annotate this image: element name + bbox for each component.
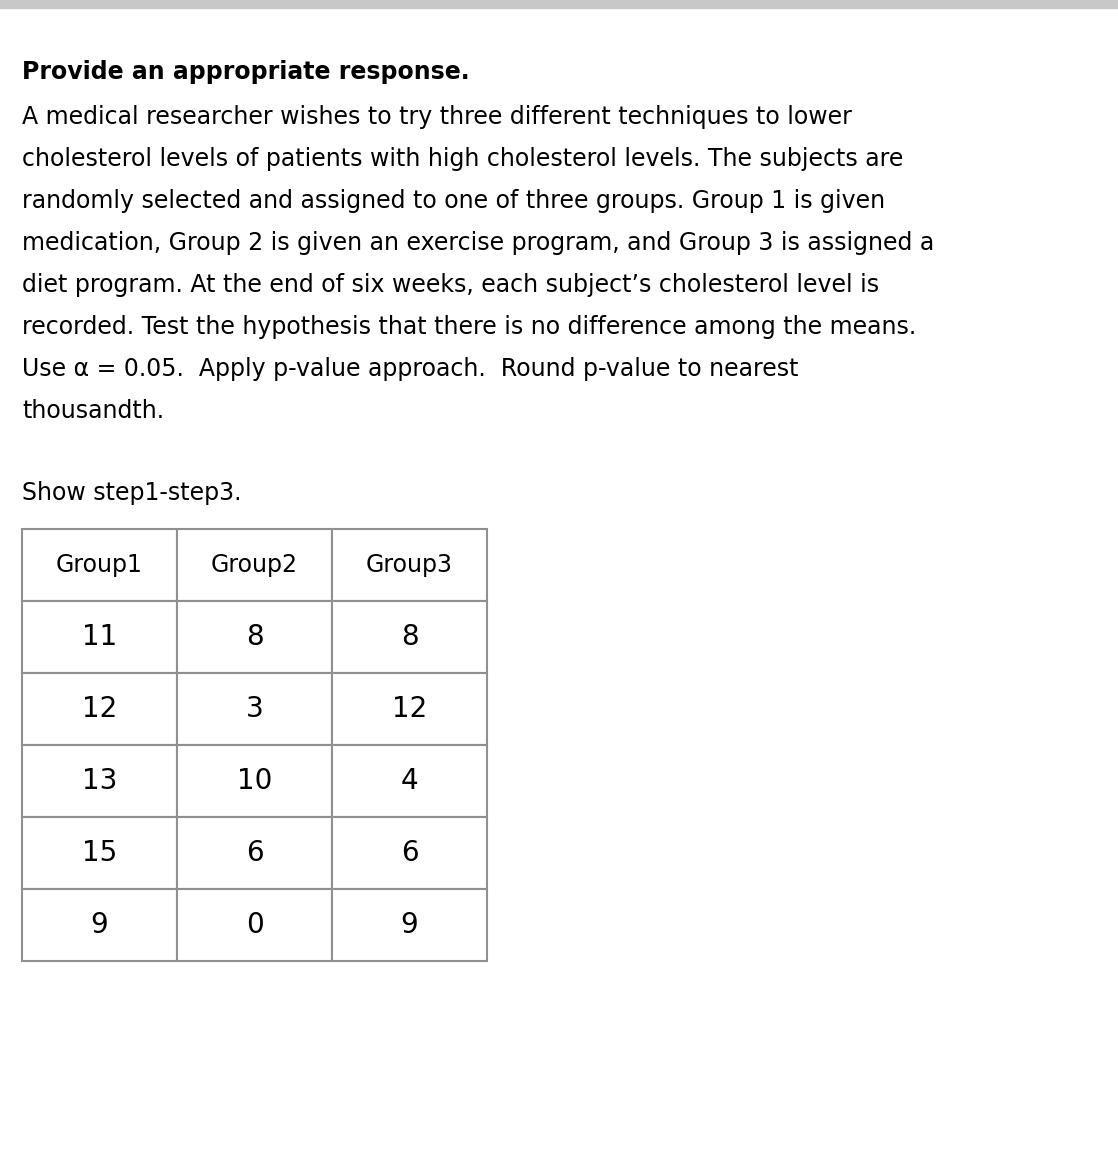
- Text: thousandth.: thousandth.: [22, 400, 164, 423]
- Text: recorded. Test the hypothesis that there is no difference among the means.: recorded. Test the hypothesis that there…: [22, 315, 917, 339]
- Bar: [177, 601, 332, 673]
- Text: Use α = 0.05.  Apply p-value approach.  Round p-value to nearest: Use α = 0.05. Apply p-value approach. Ro…: [22, 357, 798, 381]
- Bar: [22, 601, 177, 673]
- Text: 3: 3: [246, 695, 264, 723]
- Text: A medical researcher wishes to try three different techniques to lower: A medical researcher wishes to try three…: [22, 105, 852, 129]
- Text: 9: 9: [400, 911, 418, 939]
- Text: 13: 13: [82, 767, 117, 796]
- Text: 10: 10: [237, 767, 272, 796]
- Text: 8: 8: [246, 623, 264, 651]
- Text: Group3: Group3: [366, 554, 453, 577]
- Bar: [332, 673, 487, 745]
- Bar: [177, 529, 332, 601]
- Text: randomly selected and assigned to one of three groups. Group 1 is given: randomly selected and assigned to one of…: [22, 189, 885, 213]
- Bar: [22, 889, 177, 961]
- Text: medication, Group 2 is given an exercise program, and Group 3 is assigned a: medication, Group 2 is given an exercise…: [22, 230, 935, 255]
- Bar: [332, 818, 487, 889]
- Bar: [22, 745, 177, 818]
- Bar: [22, 529, 177, 601]
- Bar: [177, 673, 332, 745]
- Text: 6: 6: [246, 840, 264, 867]
- Text: 12: 12: [392, 695, 427, 723]
- Text: cholesterol levels of patients with high cholesterol levels. The subjects are: cholesterol levels of patients with high…: [22, 147, 903, 171]
- Text: Group1: Group1: [56, 554, 143, 577]
- Text: diet program. At the end of six weeks, each subject’s cholesterol level is: diet program. At the end of six weeks, e…: [22, 273, 879, 296]
- Text: Group2: Group2: [211, 554, 299, 577]
- Text: 0: 0: [246, 911, 264, 939]
- Bar: [22, 673, 177, 745]
- Bar: [177, 818, 332, 889]
- Bar: [22, 818, 177, 889]
- Text: 4: 4: [400, 767, 418, 796]
- Text: 12: 12: [82, 695, 117, 723]
- Bar: [332, 745, 487, 818]
- Bar: [332, 601, 487, 673]
- Text: 11: 11: [82, 623, 117, 651]
- Text: Show step1-step3.: Show step1-step3.: [22, 481, 241, 505]
- Bar: [177, 745, 332, 818]
- Text: 6: 6: [400, 840, 418, 867]
- Text: Provide an appropriate response.: Provide an appropriate response.: [22, 60, 470, 85]
- Text: 8: 8: [400, 623, 418, 651]
- Bar: [0, 0, 1118, 8]
- Text: 15: 15: [82, 840, 117, 867]
- Bar: [332, 529, 487, 601]
- Bar: [332, 889, 487, 961]
- Bar: [177, 889, 332, 961]
- Text: 9: 9: [91, 911, 108, 939]
